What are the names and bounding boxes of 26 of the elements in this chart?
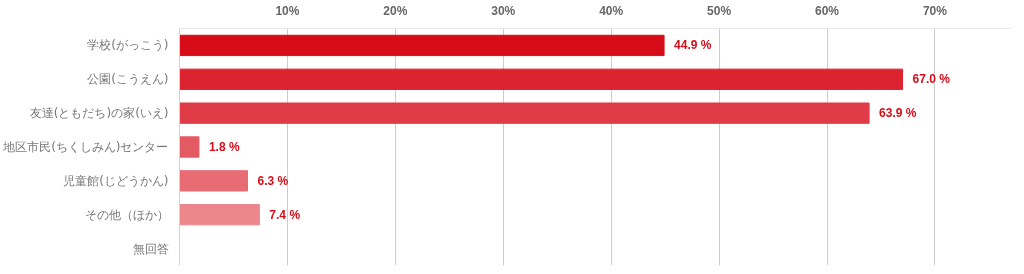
bar	[179, 170, 248, 192]
bar	[179, 204, 260, 226]
y-tick-label: 友達(ともだち)の家(いえ)	[29, 106, 169, 121]
y-tick-label: 学校(がっこう)	[87, 38, 169, 53]
x-tick-label: 20%	[383, 3, 408, 18]
data-label: 67.0 %	[912, 72, 951, 87]
bar	[179, 136, 200, 158]
y-tick-label: 公園(こうえん)	[87, 72, 169, 87]
bar	[179, 34, 665, 57]
y-tick-label: 児童館(じどうかん)	[63, 173, 169, 188]
data-label: 1.8 %	[208, 140, 240, 154]
x-tick-label: 30%	[491, 3, 516, 18]
y-tick-label: 無回答	[132, 241, 169, 256]
data-label: 6.3 %	[257, 173, 289, 188]
x-tick-label: 40%	[599, 3, 624, 18]
x-tick-label: 50%	[707, 3, 732, 18]
y-tick-label: 地区市民(ちくしみん)センター	[2, 140, 169, 154]
x-tick-label: 70%	[922, 3, 948, 18]
y-tick-label: その他（ほか）	[84, 207, 169, 222]
x-tick-label: 60%	[815, 3, 840, 18]
bar	[179, 102, 870, 124]
data-label: 44.9 %	[674, 38, 712, 53]
data-label: 7.4 %	[269, 207, 301, 222]
x-tick-label: 10%	[275, 3, 300, 18]
data-label: 63.9 %	[879, 106, 917, 121]
bar	[179, 68, 904, 90]
